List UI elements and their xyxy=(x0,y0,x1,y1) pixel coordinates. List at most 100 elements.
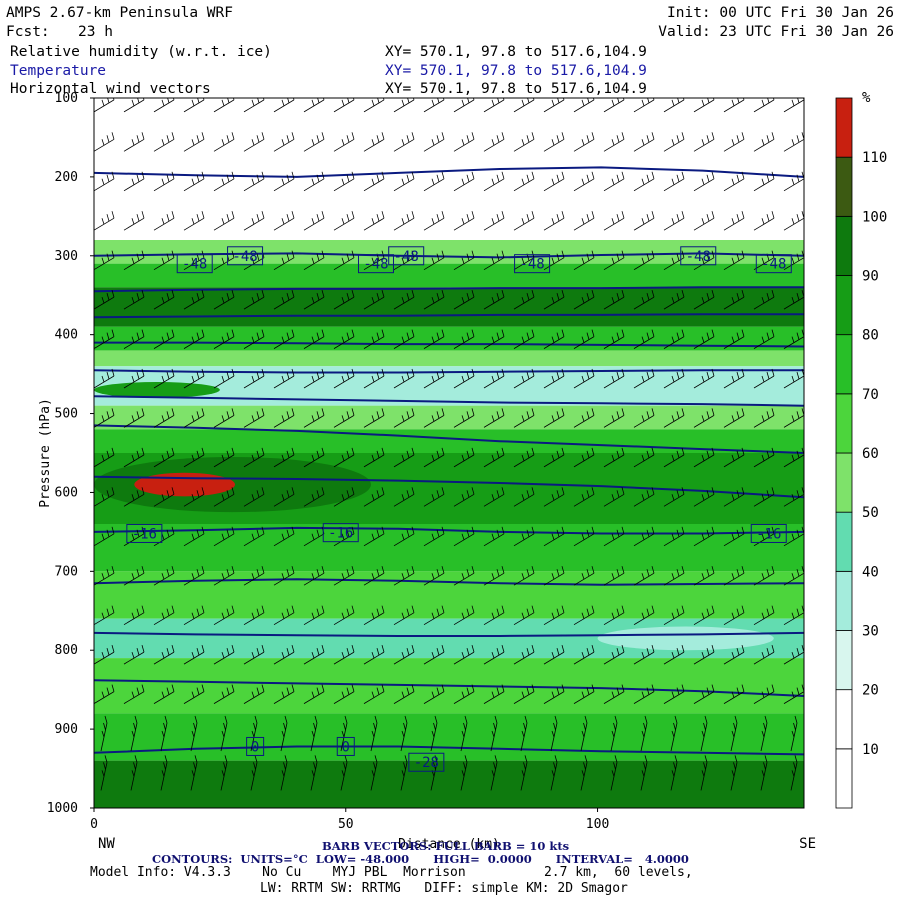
wind-barb xyxy=(243,211,265,231)
wind-barb xyxy=(520,715,528,752)
contour-label: 0 xyxy=(251,739,259,755)
wind-barb xyxy=(753,605,775,626)
wind-barb xyxy=(363,605,385,626)
contour-label: -16 xyxy=(756,526,781,542)
wind-barb xyxy=(94,211,115,231)
wind-barb xyxy=(333,289,355,310)
temperature-contour xyxy=(94,631,804,637)
wind-barb xyxy=(633,566,655,586)
wind-barb xyxy=(663,684,685,704)
wind-barb xyxy=(130,715,138,752)
wind-barb xyxy=(423,447,445,468)
wind-barb xyxy=(213,211,235,231)
colorbar-label: 30 xyxy=(862,624,879,640)
rh-band xyxy=(94,350,804,367)
wind-barb xyxy=(363,408,385,428)
wind-barb xyxy=(663,605,685,626)
wind-barb xyxy=(543,368,565,389)
colorbar-swatch xyxy=(835,748,853,809)
wind-barb xyxy=(663,289,685,310)
wind-barb xyxy=(333,447,355,468)
wind-barb xyxy=(94,644,115,665)
wind-barb xyxy=(603,526,625,547)
y-tick-label: 900 xyxy=(55,722,78,737)
wind-barb xyxy=(123,605,145,626)
wind-barb xyxy=(633,487,655,507)
wind-barb xyxy=(94,526,115,547)
wind-barb xyxy=(490,715,498,752)
colorbar-swatch xyxy=(835,630,853,691)
wind-barb xyxy=(183,487,205,507)
wind-barb xyxy=(423,605,445,626)
wind-barb xyxy=(693,605,715,626)
wind-barb xyxy=(213,329,235,349)
wind-barb xyxy=(573,171,595,192)
wind-barb xyxy=(663,408,685,428)
wind-barb xyxy=(213,487,235,507)
wind-barb xyxy=(513,644,535,665)
wind-barb xyxy=(723,408,745,428)
wind-barb xyxy=(243,171,265,192)
model-title: AMPS 2.67-km Peninsula WRF xyxy=(6,5,233,21)
colorbar-label: 50 xyxy=(862,505,879,521)
wind-barb xyxy=(213,644,235,665)
wind-barb xyxy=(663,329,685,349)
wind-barb xyxy=(753,684,775,704)
temperature-contour xyxy=(94,286,804,293)
wind-barb xyxy=(243,605,265,626)
wind-barb xyxy=(333,368,355,389)
temperature-contour xyxy=(94,475,804,499)
field-name-wind: Horizontal wind vectors xyxy=(10,81,211,97)
wind-barb xyxy=(573,526,595,547)
wind-barb xyxy=(123,368,145,389)
wind-barb xyxy=(183,526,205,547)
wind-barb xyxy=(183,447,205,468)
wind-barb xyxy=(580,755,588,791)
wind-barb xyxy=(483,289,505,310)
wind-barb xyxy=(573,408,595,428)
wind-barb xyxy=(400,755,408,791)
init-time: Init: 00 UTC Fri 30 Jan 26 xyxy=(667,5,894,21)
wind-barb xyxy=(730,715,738,752)
wind-barb xyxy=(513,368,535,389)
colorbar-label: 100 xyxy=(862,209,887,225)
colorbar-label: 90 xyxy=(862,269,879,285)
wind-barb xyxy=(513,408,535,428)
y-tick-label: 800 xyxy=(55,643,78,658)
wind-barb xyxy=(94,566,115,586)
wind-barb xyxy=(243,408,265,428)
rh-band xyxy=(94,405,804,430)
wind-barb xyxy=(783,132,804,152)
wind-barb xyxy=(153,644,175,665)
wind-barb xyxy=(723,566,745,586)
wind-barb xyxy=(123,329,145,349)
wind-barb xyxy=(100,755,108,791)
wind-barb xyxy=(633,526,655,547)
wind-barb xyxy=(363,132,385,152)
wind-barb xyxy=(393,605,415,626)
wind-barb xyxy=(573,289,595,310)
wind-barb xyxy=(723,289,745,310)
wind-barb xyxy=(790,755,798,791)
wind-barb xyxy=(183,211,205,231)
wind-barb xyxy=(393,526,415,547)
wind-barb xyxy=(723,171,745,192)
wind-barb xyxy=(213,171,235,192)
wind-barb xyxy=(94,684,115,704)
valid-time: Valid: 23 UTC Fri 30 Jan 26 xyxy=(658,24,894,40)
wind-barb xyxy=(663,487,685,507)
wind-barb xyxy=(573,368,595,389)
contour-label: -48 xyxy=(363,257,388,273)
wind-barb xyxy=(543,211,565,231)
contour-label: 0 xyxy=(342,739,350,755)
wind-barb xyxy=(723,526,745,547)
wind-barb xyxy=(633,132,655,152)
wind-barb xyxy=(190,715,198,752)
wind-barb xyxy=(753,644,775,665)
wind-barb xyxy=(603,329,625,349)
colorbar-swatch xyxy=(835,334,853,395)
wind-barb xyxy=(693,211,715,231)
wind-barb xyxy=(393,684,415,704)
rh-band xyxy=(94,760,804,808)
